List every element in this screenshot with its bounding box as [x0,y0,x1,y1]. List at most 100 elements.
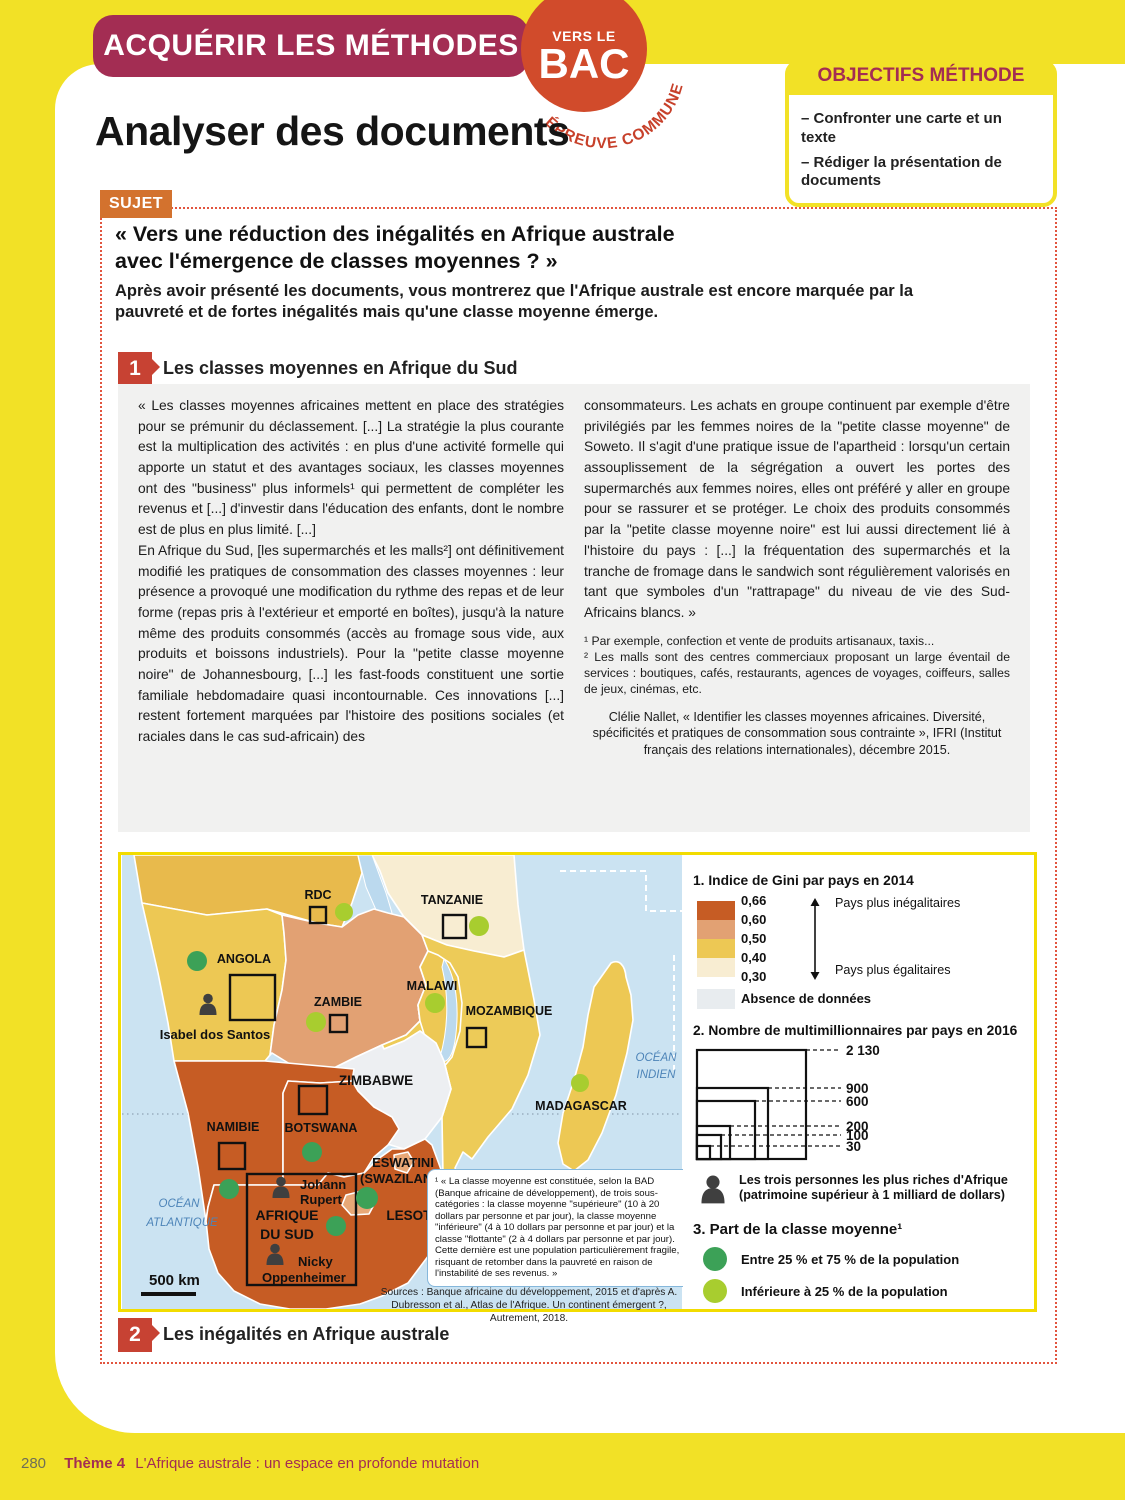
doc2-number-badge: 2 [118,1318,160,1352]
millionaire-value-100: 100 [846,1128,869,1143]
label-du-sud: DU SUD [260,1226,314,1242]
page-title: Analyser des documents [95,108,570,154]
objectif-item-1: – Confronter une carte et un texte [801,110,1002,146]
label-swaziland: (SWAZILAND) [360,1171,446,1186]
gini-value-060: 0,60 [741,912,767,927]
legend-middleclass-title: 3. Part de la classe moyenne¹ [693,1221,903,1238]
millionaire-square-mozambique [465,1026,488,1049]
map-figure: RDC TANZANIE ANGOLA ZAMBIE MALAWI MOZAMB… [118,852,1037,1324]
sujet-quote-line2: avec l'émergence de classes moyennes ? » [115,248,558,273]
page-footer: 280 Thème 4 L'Afrique australe : un espa… [0,1433,1125,1500]
southern-africa-map: RDC TANZANIE ANGOLA ZAMBIE MALAWI MOZAMB… [122,855,682,1309]
middleclass-dark-dot [703,1247,727,1271]
gini-swatch-040 [697,958,735,977]
objectifs-box: OBJECTIFS MÉTHODE – Confronter une carte… [785,60,1057,207]
label-angola: ANGOLA [217,952,271,966]
millionaire-square-namibie [217,1141,247,1171]
doc1-column-2: consommateurs. Les achats en groupe cont… [584,398,1010,620]
label-eswatini: ESWATINI [372,1155,434,1170]
gini-swatch-060 [697,920,735,939]
doc1-footnote-1: ¹ Par exemple, confection et vente de pr… [584,633,935,648]
lake-tanganyika [357,855,393,920]
middleclass-dot-madagascar [571,1074,589,1092]
method-banner: ACQUÉRIR LES MÉTHODES [93,15,529,77]
gini-value-030: 0,30 [741,969,767,984]
label-oppenheimer: Oppenheimer [262,1270,346,1285]
label-ocean-indien-2: INDIEN [637,1069,677,1081]
banner-label: ACQUÉRIR LES MÉTHODES [103,29,519,62]
millionaire-value-200: 200 [846,1119,869,1134]
label-rupert: Rupert [300,1192,343,1207]
gini-swatch-066 [697,901,735,920]
millionaire-value-30: 30 [846,1139,861,1154]
label-johann: Johann [300,1177,346,1192]
middleclass-dot-afrique-du-sud [326,1216,346,1236]
map-scale-bar [141,1292,196,1296]
millionaires-scale: 2 130 900 600 200 100 30 [695,1045,880,1161]
middleclass-dot-botswana [302,1142,322,1162]
millionaire-square-afrique-du-sud [245,1172,358,1287]
middleclass-dot-malawi [425,993,445,1013]
bac-badge-top: VERS LE [552,28,616,45]
doc1-number: 1 [129,357,141,380]
millionaire-value-2130: 2 130 [846,1045,880,1058]
doc2-number: 2 [129,1323,141,1346]
doc1-title: Les classes moyennes en Afrique du Sud [163,358,518,378]
millionaire-square-tanzanie [441,913,468,940]
gini-swatch-050 [697,939,735,958]
label-afrique: AFRIQUE [256,1207,319,1223]
doc1-footnote-2: ² Les malls sont des centres commerciaux… [584,649,1010,696]
doc1-source: Clélie Nallet, « Identifier les classes … [592,709,1002,757]
label-rdc: RDC [304,888,331,902]
map-note: ¹ « La classe moyenne est constituée, se… [427,1169,693,1287]
label-botswana: BOTSWANA [285,1121,358,1135]
bac-badge-main: BAC [538,40,630,88]
label-isabel-dos-santos: Isabel dos Santos [160,1027,271,1042]
map-scale-label: 500 km [149,1272,200,1289]
gini-more-equal-label: Pays plus égalitaires [835,963,951,977]
millionaire-value-600: 600 [846,1094,869,1109]
nodata-label: Absence de données [741,991,872,1006]
country-eswatini [393,1151,415,1174]
label-ocean-atlantique-1: OCÉAN [159,1197,201,1210]
label-malawi: MALAWI [407,979,458,993]
footer-theme-label: Thème 4 [64,1455,126,1472]
legend-gini-title: 1. Indice de Gini par pays en 2014 [693,873,914,888]
sujet-quote-line1: « Vers une réduction des inégalités en A… [115,222,675,246]
label-tanzanie: TANZANIE [421,893,483,907]
sujet-frame [100,207,1057,1364]
label-zimbabwe: ZIMBABWE [339,1073,413,1088]
middleclass-dot-angola [187,951,207,971]
gini-value-050: 0,50 [741,931,767,946]
maritime-boundary [560,870,682,912]
objectif-item-2: – Rédiger la présentation de documents [801,153,1002,190]
label-madagascar: MADAGASCAR [535,1099,627,1113]
lake-malawi [439,958,458,1062]
label-zambie: ZAMBIE [314,995,362,1009]
map-legend: 1. Indice de Gini par pays en 2014 0,66 … [683,855,1034,1309]
page-number: 280 [21,1455,47,1472]
doc1-column-1: « Les classes moyennes africaines metten… [138,398,564,744]
millionaire-square-rdc [308,905,328,925]
middleclass-dot-tanzanie [469,916,489,936]
middleclass-dot-lesotho [356,1187,378,1209]
millionaire-value-900: 900 [846,1081,869,1096]
bac-badge: VERS LE BAC [521,0,647,112]
richest-person-label: Les trois personnes les plus riches d'Af… [739,1173,1008,1203]
middleclass-dark-label: Entre 25 % et 75 % de la population [741,1252,960,1267]
millionaire-square-botswana [297,1084,329,1116]
gini-value-066: 0,66 [741,893,767,908]
middleclass-light-dot [703,1279,727,1303]
doc2-title: Les inégalités en Afrique australe [163,1324,450,1344]
middleclass-light-label: Inférieure à 25 % de la population [741,1284,948,1299]
nodata-swatch [697,989,735,1009]
sujet-label: SUJET [100,190,172,218]
footer-theme-title: L'Afrique australe : un espace en profon… [135,1455,480,1472]
sujet-instruction: Après avoir présenté les documents, vous… [115,282,914,322]
label-nicky: Nicky [298,1254,333,1269]
epreuve-commune-arc: ÉPREUVE COMMUNE [542,81,686,152]
middleclass-dot-rdc [335,903,353,921]
gini-value-040: 0,40 [741,950,767,965]
doc1-text-box: « Les classes moyennes africaines metten… [118,384,1030,832]
